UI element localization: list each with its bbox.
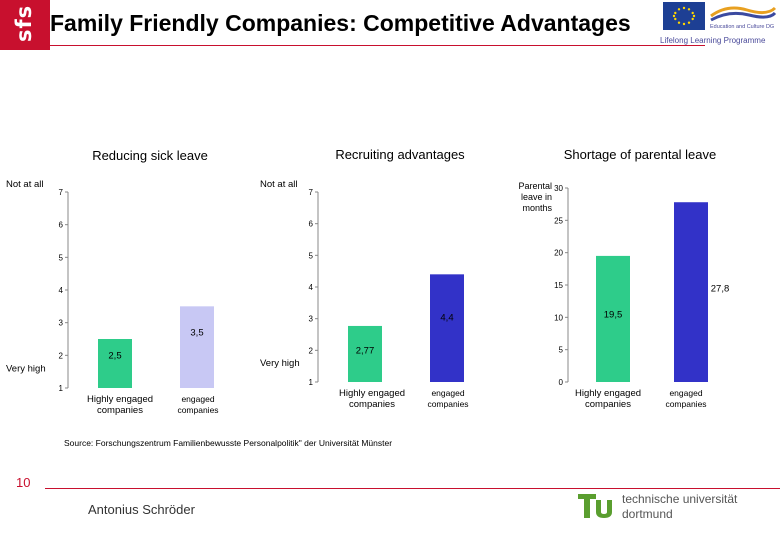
category-label: companies [349, 399, 395, 410]
y-tick-label: 20 [554, 249, 563, 258]
y-tick-label: 7 [309, 188, 314, 197]
page-title: Family Friendly Companies: Competitive A… [50, 10, 631, 36]
university-name-line2: dortmund [622, 507, 673, 521]
category-label: engaged [431, 388, 464, 398]
y-tick-label: 15 [554, 281, 563, 290]
bar-highly-engaged [98, 339, 132, 388]
value-label: 27,8 [711, 283, 730, 294]
sfs-logo: sfs [0, 0, 50, 50]
university-name-line1: technische universität [622, 492, 738, 506]
category-label: Highly engaged [575, 388, 641, 399]
axis-label-top: Not at all [6, 179, 44, 190]
value-label: 2,5 [108, 351, 121, 362]
chart-title-sick-leave: Reducing sick leave [92, 148, 208, 163]
y-tick-label: 1 [59, 384, 64, 393]
page-number: 10 [16, 475, 31, 490]
y-tick-label: 30 [554, 184, 563, 193]
y-tick-label: 5 [59, 253, 64, 262]
axis-label-bottom: Very high [260, 358, 300, 369]
chart-title-parental-leave: Shortage of parental leave [563, 147, 717, 162]
bar-highly-engaged [348, 325, 382, 382]
bar-engaged [674, 202, 708, 382]
category-label: companies [585, 399, 631, 410]
y-tick-label: 7 [59, 188, 64, 197]
value-label: 2,77 [356, 346, 375, 357]
y-tick-label: 25 [554, 216, 563, 225]
chart-recruiting: 1 2 3 4 5 6 7 Not at all Very high 2,77 4,4 Highly … [260, 179, 469, 410]
bar-engaged [430, 274, 464, 382]
y-tick-label: 5 [559, 346, 564, 355]
eu-flag-logo [663, 2, 705, 30]
y-tick-label: 1 [309, 378, 314, 387]
ec-label: Education and Culture DG [710, 24, 775, 30]
category-label: companies [427, 399, 468, 409]
source-note: Source: Forschungszentrum Familienbewuss… [64, 438, 393, 448]
bar-highly-engaged [596, 255, 630, 382]
axis-label-y: Parental [518, 181, 552, 191]
y-tick-label: 4 [309, 283, 314, 292]
category-label: engaged [669, 388, 702, 398]
title-divider [50, 45, 705, 46]
llp-label: Lifelong Learning Programme [660, 36, 766, 45]
y-tick-label: 5 [309, 251, 314, 260]
axis-label-top: Not at all [260, 179, 298, 190]
value-label: 19,5 [604, 309, 623, 320]
tu-logo-icon [578, 494, 612, 518]
category-label: companies [177, 405, 218, 415]
axis-label-bottom: Very high [6, 363, 46, 374]
llp-swoosh-icon [710, 6, 777, 22]
category-label: Highly engaged [339, 388, 405, 399]
y-tick-label: 2 [59, 351, 64, 360]
category-label: companies [97, 405, 143, 416]
category-label: Highly engaged [87, 394, 153, 405]
footer-divider [45, 488, 780, 489]
eu-stars-icon [672, 6, 696, 26]
axis-label-y: leave in [521, 192, 552, 202]
y-tick-label: 2 [309, 346, 314, 355]
category-label: engaged [181, 394, 214, 404]
llp-logo [707, 2, 777, 28]
chart-title-recruiting: Recruiting advantages [335, 147, 465, 162]
y-tick-label: 3 [309, 315, 314, 324]
axis-label-y: months [522, 203, 552, 213]
bar-engaged [180, 306, 214, 388]
chart-sick-leave: 1 2 3 4 5 6 7 Not at all Very high 2,5 3,5 Highly e… [6, 179, 219, 416]
y-tick-label: 6 [309, 220, 314, 229]
y-tick-label: 4 [59, 286, 64, 295]
y-tick-label: 3 [59, 319, 64, 328]
y-tick-label: 0 [559, 378, 564, 387]
value-label: 3,5 [190, 328, 203, 339]
value-label: 4,4 [440, 312, 453, 323]
category-label: companies [665, 399, 706, 409]
y-tick-label: 6 [59, 221, 64, 230]
y-tick-label: 10 [554, 313, 563, 322]
author-name: Antonius Schröder [88, 502, 195, 517]
